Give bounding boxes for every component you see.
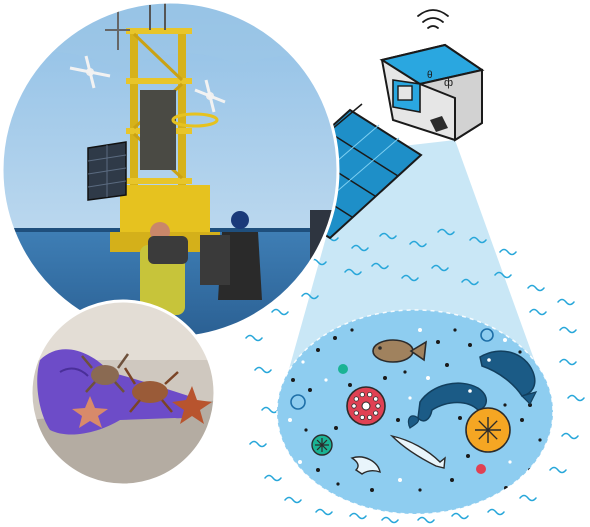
crab-icon <box>123 367 179 413</box>
plankton-blob <box>338 364 348 374</box>
fish-icon <box>479 350 538 406</box>
starfish-icon <box>311 434 333 456</box>
crab-icon <box>81 353 130 393</box>
flatfish-icon <box>372 339 427 363</box>
svg-text:ф: ф <box>444 77 453 89</box>
plankton-blob <box>480 328 494 342</box>
svg-text:θ: θ <box>427 70 433 81</box>
plankton-blob <box>476 464 486 474</box>
sand-dollar-icon <box>465 407 511 453</box>
sea-urchin-icon <box>346 386 386 426</box>
plankton-dots <box>288 328 542 492</box>
starfish-icon <box>172 386 212 424</box>
ocean-sample-area <box>276 309 554 515</box>
plankton-blob <box>290 394 306 410</box>
signal-waves-icon <box>417 9 449 29</box>
glove-icon <box>37 349 197 435</box>
fish-outline-icon <box>350 434 446 475</box>
starfish-icon <box>72 396 108 428</box>
